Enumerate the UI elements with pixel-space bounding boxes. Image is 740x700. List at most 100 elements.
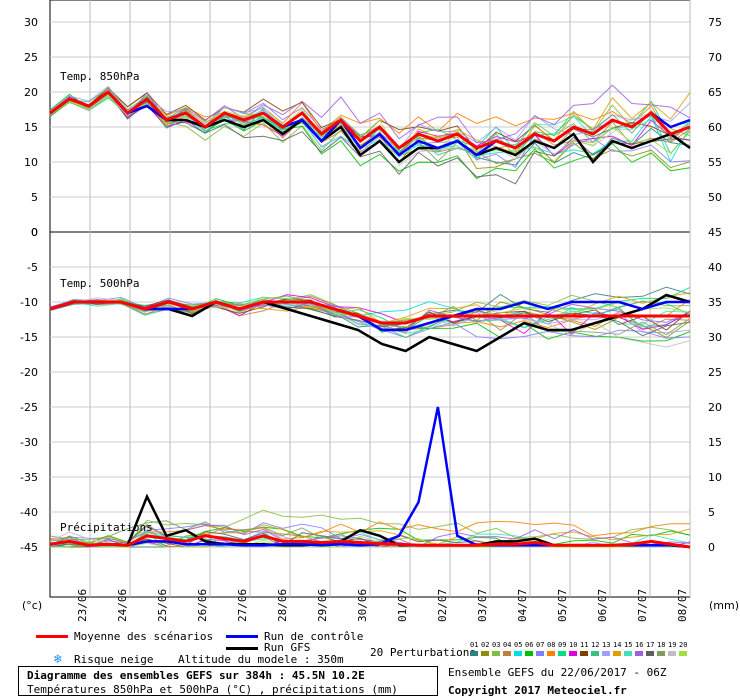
x-tick-label: 29/06 xyxy=(316,589,329,622)
perturbation-number: 02 xyxy=(481,641,490,649)
legend-mean-label: Moyenne des scénarios xyxy=(74,630,214,643)
panel-850-title: Temp. 850hPa xyxy=(60,70,139,83)
x-tick-label: 07/07 xyxy=(636,589,649,622)
y-tick-left: -25 xyxy=(20,401,38,414)
perturbation-number: 06 xyxy=(525,641,534,649)
perturbation-swatch xyxy=(569,651,577,656)
main-series xyxy=(49,90,691,549)
panel-precip-title: Précipitations xyxy=(60,521,153,534)
y-tick-left: 30 xyxy=(24,16,38,29)
perturbations-label: 20 Perturbations xyxy=(370,646,476,659)
x-tick-label: 28/06 xyxy=(276,589,289,622)
perturbation-number: 10 xyxy=(569,641,578,649)
perturbation-number: 07 xyxy=(536,641,545,649)
y-tick-right: 45 xyxy=(708,226,722,239)
legend-control-line xyxy=(226,635,258,638)
perturbation-swatch xyxy=(525,651,533,656)
legend-mean-line xyxy=(36,635,68,638)
perturbation-swatch xyxy=(481,651,489,656)
legend-gfs-line xyxy=(226,647,258,650)
y-tick-right: 25 xyxy=(708,366,722,379)
snow-icon: ❄ xyxy=(54,652,62,667)
y-tick-right: 5 xyxy=(708,506,715,519)
y-tick-left: -30 xyxy=(20,436,38,449)
perturbation-swatch xyxy=(646,651,654,656)
y-tick-right: 35 xyxy=(708,296,722,309)
perturbation-number: 09 xyxy=(558,641,567,649)
y-tick-left: -40 xyxy=(20,506,38,519)
perturbation-number: 20 xyxy=(679,641,688,649)
y-tick-right: 70 xyxy=(708,51,722,64)
x-tick-label: 03/07 xyxy=(476,589,489,622)
y-tick-right: 65 xyxy=(708,86,722,99)
left-unit-label: (°c) xyxy=(22,599,42,612)
x-tick-label: 24/06 xyxy=(116,589,129,622)
chart-subtitle: Températures 850hPa et 500hPa (°C) , pré… xyxy=(27,683,398,696)
perturbation-swatch xyxy=(679,651,687,656)
temp500-control-line xyxy=(49,300,690,332)
perturbation-number: 03 xyxy=(492,641,501,649)
y-tick-left: -20 xyxy=(20,366,38,379)
grid xyxy=(50,0,691,597)
y-tick-left: 5 xyxy=(31,191,38,204)
y-tick-left: 15 xyxy=(24,121,38,134)
perturbation-swatch xyxy=(602,651,610,656)
perturbation-number: 01 xyxy=(470,641,479,649)
x-tick-label: 26/06 xyxy=(196,589,209,622)
y-tick-right: 50 xyxy=(708,191,722,204)
perturbation-swatch xyxy=(668,651,676,656)
tick-labels: 23/06 24/06 25/06 26/06 27/06 28/06 29/06 30/06… xyxy=(20,16,722,622)
y-tick-left: -35 xyxy=(20,471,38,484)
y-tick-right: 55 xyxy=(708,156,722,169)
temp500-mean-line xyxy=(49,300,690,325)
y-tick-right: 75 xyxy=(708,16,722,29)
x-tick-label: 05/07 xyxy=(556,589,569,622)
right-unit-label: (mm) xyxy=(709,599,739,612)
perturbation-swatch xyxy=(580,651,588,656)
perturbation-number: 17 xyxy=(646,641,655,649)
perturbation-swatch xyxy=(624,651,632,656)
panel-500-title: Temp. 500hPa xyxy=(60,277,139,290)
ensemble-member-line xyxy=(49,520,690,546)
ensemble-member-line xyxy=(49,300,691,335)
perturbation-number: 11 xyxy=(580,641,589,649)
ensemble-member-line xyxy=(49,535,691,548)
perturbation-swatch xyxy=(547,651,555,656)
ensemble-member-line xyxy=(49,509,691,547)
x-tick-label: 01/07 xyxy=(396,589,409,622)
x-tick-label: 08/07 xyxy=(676,589,689,622)
y-tick-left: 25 xyxy=(24,51,38,64)
title-box: Diagramme des ensembles GEFS sur 384h : … xyxy=(18,666,438,696)
y-tick-left: 10 xyxy=(24,156,38,169)
perturbation-swatch xyxy=(591,651,599,656)
x-tick-label: 02/07 xyxy=(436,589,449,622)
perturbation-number: 05 xyxy=(514,641,523,649)
x-tick-label: 23/06 xyxy=(76,589,89,622)
ensemble-run-label: Ensemble GEFS du 22/06/2017 - 06Z xyxy=(448,666,667,679)
perturbation-swatch xyxy=(536,651,544,656)
y-tick-left: -5 xyxy=(27,261,38,274)
perturbation-swatch xyxy=(503,651,511,656)
perturbation-swatch xyxy=(470,651,478,656)
copyright-label: Copyright 2017 Meteociel.fr xyxy=(448,684,627,697)
y-tick-left: -15 xyxy=(20,331,38,344)
y-tick-right: 0 xyxy=(708,541,715,554)
perturbation-number: 14 xyxy=(613,641,622,649)
perturbation-swatch xyxy=(492,651,500,656)
perturbation-number: 12 xyxy=(591,641,600,649)
perturbation-number: 19 xyxy=(668,641,677,649)
chart-title: Diagramme des ensembles GEFS sur 384h : … xyxy=(27,669,365,682)
perturbation-swatch xyxy=(635,651,643,656)
y-tick-right: 60 xyxy=(708,121,722,134)
perturbation-number: 08 xyxy=(547,641,556,649)
perturbation-swatch xyxy=(514,651,522,656)
perturbation-number: 04 xyxy=(503,641,512,649)
y-tick-left: -10 xyxy=(20,296,38,309)
x-tick-label: 04/07 xyxy=(516,589,529,622)
y-tick-right: 20 xyxy=(708,401,722,414)
precip-mean-line xyxy=(49,534,691,549)
perturbation-number: 15 xyxy=(624,641,633,649)
y-tick-left: 0 xyxy=(31,226,38,239)
y-tick-right: 15 xyxy=(708,436,722,449)
